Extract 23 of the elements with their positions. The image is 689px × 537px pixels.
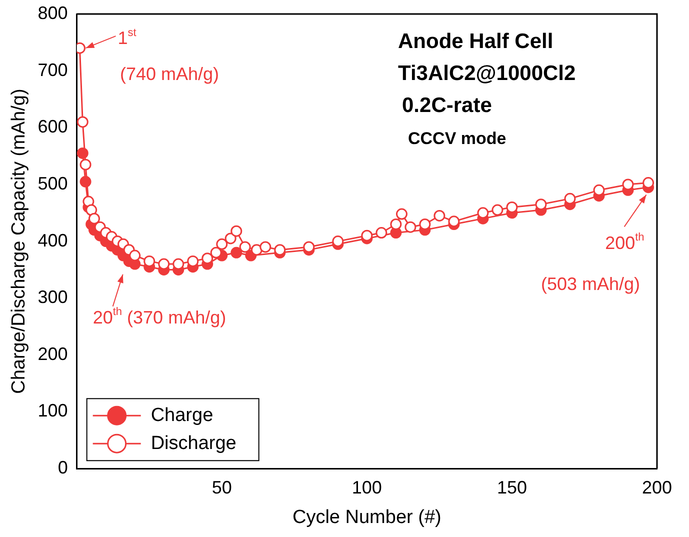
x-tick-label: 200 — [642, 477, 672, 498]
y-tick-label: 500 — [38, 173, 68, 194]
y-tick-label: 100 — [38, 400, 68, 421]
x-tick-label: 150 — [496, 477, 527, 498]
y-tick-label: 300 — [38, 287, 68, 308]
x-tick-label: 50 — [212, 477, 232, 498]
annotation: CCCV mode — [408, 129, 506, 148]
x-tick-label: 100 — [352, 477, 382, 498]
annotation: Ti3AlC2@1000Cl2 — [398, 62, 576, 85]
x-axis-title: Cycle Number (#) — [292, 506, 442, 528]
y-tick-label: 400 — [38, 230, 68, 250]
y-axis-title: Charge/Discharge Capacity (mAh/g) — [8, 88, 30, 394]
annotation: (503 mAh/g) — [540, 274, 640, 294]
y-tick-label: 700 — [38, 60, 68, 80]
y-tick-label: 600 — [38, 116, 68, 137]
annotation: (740 mAh/g) — [120, 64, 220, 84]
y-tick-label: 800 — [38, 2, 68, 23]
legend-label: Discharge — [150, 432, 236, 454]
y-tick-label: 0 — [58, 458, 68, 478]
annotation: Anode Half Cell — [398, 30, 554, 53]
legend-label: Charge — [150, 404, 214, 426]
annotation: 0.2C-rate — [402, 94, 492, 117]
y-tick-label: 200 — [38, 344, 68, 364]
